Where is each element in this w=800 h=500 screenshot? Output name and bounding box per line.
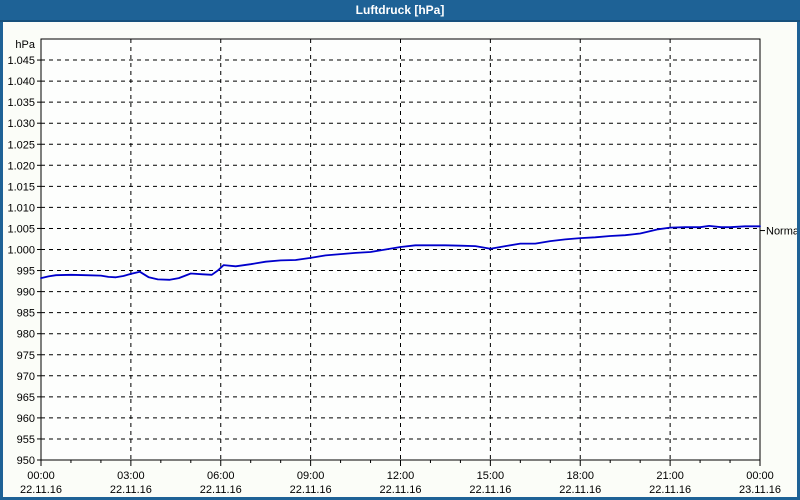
x-tick-date-label: 22.11.16	[649, 484, 691, 496]
x-tick-time-label: 18:00	[566, 470, 594, 482]
x-tick-date-label: 23.11.16	[739, 484, 781, 496]
x-tick-date-label: 22.11.16	[290, 484, 332, 496]
window-border-right	[797, 22, 800, 500]
x-tick-time-label: 15:00	[477, 470, 505, 482]
x-tick-date-label: 22.11.16	[20, 484, 62, 496]
y-tick-label: 985	[17, 308, 35, 320]
y-tick-label: 950	[17, 455, 35, 467]
y-tick-label: 955	[17, 434, 35, 446]
x-tick-date-label: 22.11.16	[469, 484, 511, 496]
y-tick-label: 990	[17, 287, 35, 299]
window-border-left	[0, 22, 3, 500]
y-tick-label: 1.015	[7, 181, 35, 193]
y-tick-label: 1.020	[7, 160, 35, 172]
y-tick-label: 1.025	[7, 139, 35, 151]
y-tick-label: 975	[17, 350, 35, 362]
pressure-chart: 950 955 960 965 970 975 980 985 990 995 1.000 1.005…	[7, 38, 800, 496]
y-tick-label: 970	[17, 371, 35, 383]
y-tick-label: 1.005	[7, 223, 35, 235]
x-tick-date-label: 22.11.16	[379, 484, 421, 496]
x-tick-time-label: 21:00	[656, 470, 684, 482]
x-tick-time-label: 00:00	[27, 470, 55, 482]
y-tick-label: 1.035	[7, 97, 35, 109]
x-tick-date-label: 22.11.16	[200, 484, 242, 496]
x-tick-date-label: 22.11.16	[559, 484, 601, 496]
x-tick-time-label: 03:00	[117, 470, 145, 482]
x-tick-time-label: 00:00	[746, 470, 774, 482]
x-tick-time-label: 12:00	[387, 470, 415, 482]
window-title: Luftdruck [hPa]	[355, 3, 445, 17]
y-tick-label: 960	[17, 413, 35, 425]
x-tick-date-label: 22.11.16	[110, 484, 152, 496]
y-tick-label: 965	[17, 392, 35, 404]
x-tick-time-label: 09:00	[297, 470, 325, 482]
normal-label: Normal	[766, 226, 800, 238]
window-border-bottom	[0, 497, 800, 500]
y-tick-label: 1.040	[7, 76, 35, 88]
window-title-bar: Luftdruck [hPa]	[0, 0, 800, 22]
y-tick-label: 1.010	[7, 202, 35, 214]
y-tick-label: 995	[17, 266, 35, 278]
y-tick-label: 980	[17, 329, 35, 341]
y-tick-label: 1.030	[7, 118, 35, 130]
x-tick-time-label: 06:00	[207, 470, 235, 482]
pressure-line	[40, 224, 761, 281]
y-axis-unit-label: hPa	[15, 39, 35, 51]
y-tick-label: 1.045	[7, 55, 35, 67]
y-tick-label: 1.000	[7, 245, 35, 257]
